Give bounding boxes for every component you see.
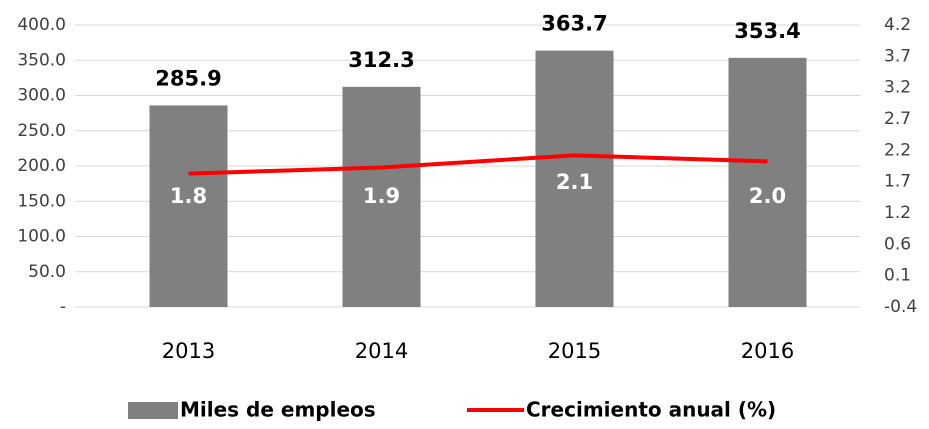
- bar-value-label: 285.9: [155, 66, 221, 90]
- y-tick-label: 250.0: [17, 121, 66, 141]
- y2-tick-label: 3.7: [884, 46, 911, 66]
- y2-tick-label: -0.4: [884, 297, 917, 317]
- y2-tick-label: 1.2: [884, 203, 911, 223]
- y-tick-label: 50.0: [28, 262, 66, 282]
- bar-value-label: 363.7: [541, 12, 607, 36]
- line-value-label: 1.8: [170, 184, 207, 208]
- line: [188, 153, 768, 176]
- x-tick-label: 2015: [548, 339, 601, 363]
- bar: [149, 105, 228, 308]
- line-value-label: 2.1: [556, 170, 593, 194]
- line-value-label: 1.9: [363, 184, 400, 208]
- y2-tick-label: 4.2: [884, 15, 911, 35]
- y-tick-label: 400.0: [17, 15, 66, 35]
- y-tick-label: -: [60, 297, 66, 317]
- bar: [728, 57, 807, 308]
- y2-tick-label: 3.2: [884, 78, 911, 98]
- x-tick-label: 2014: [355, 339, 408, 363]
- bar: [342, 86, 421, 308]
- x-tick-label: 2016: [741, 339, 794, 363]
- y2-tick-label: 2.2: [884, 140, 911, 160]
- legend-label: Miles de empleos: [180, 398, 376, 422]
- x-tick-label: 2013: [162, 339, 215, 363]
- bar-value-label: 312.3: [348, 48, 414, 72]
- y-tick-label: 200.0: [17, 156, 66, 176]
- bar-value-label: 353.4: [734, 19, 800, 43]
- y2-tick-label: 0.1: [884, 266, 911, 286]
- legend-swatch: [128, 402, 178, 419]
- bar: [535, 50, 614, 308]
- y2-tick-label: 2.7: [884, 109, 911, 129]
- y-tick-label: 300.0: [17, 86, 66, 106]
- legend-label: Crecimiento anual (%): [526, 398, 776, 422]
- y2-tick-label: 1.7: [884, 172, 911, 192]
- y-tick-label: 100.0: [17, 227, 66, 247]
- y2-tick-label: 0.6: [884, 234, 911, 254]
- y-tick-label: 150.0: [17, 191, 66, 211]
- y-tick-label: 350.0: [17, 50, 66, 70]
- line-value-label: 2.0: [749, 184, 786, 208]
